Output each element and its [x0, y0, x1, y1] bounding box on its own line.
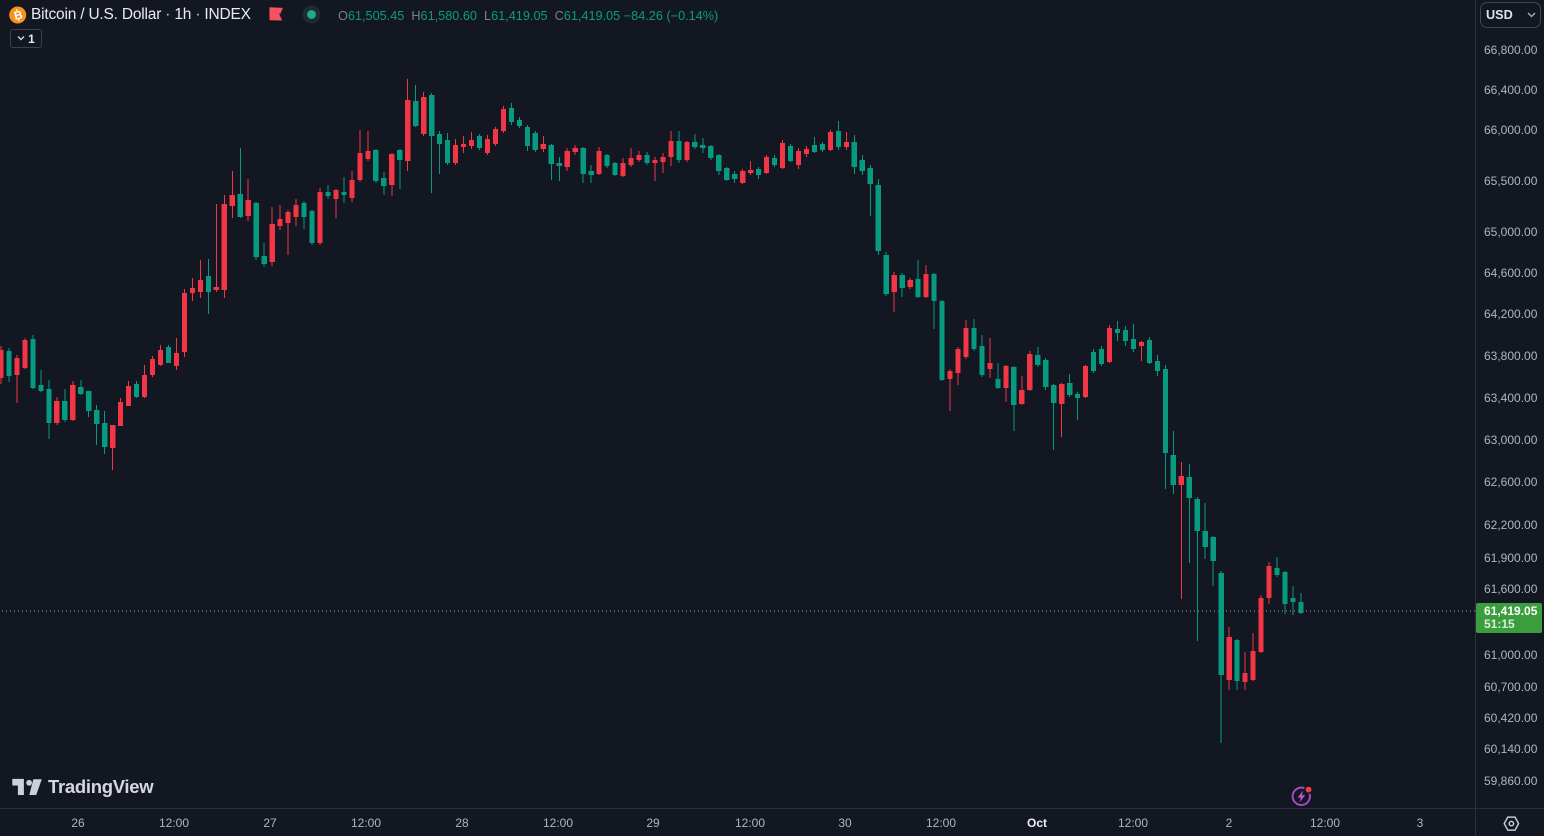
svg-text:TradingView: TradingView [48, 776, 154, 797]
svg-text:B: B [13, 8, 24, 22]
